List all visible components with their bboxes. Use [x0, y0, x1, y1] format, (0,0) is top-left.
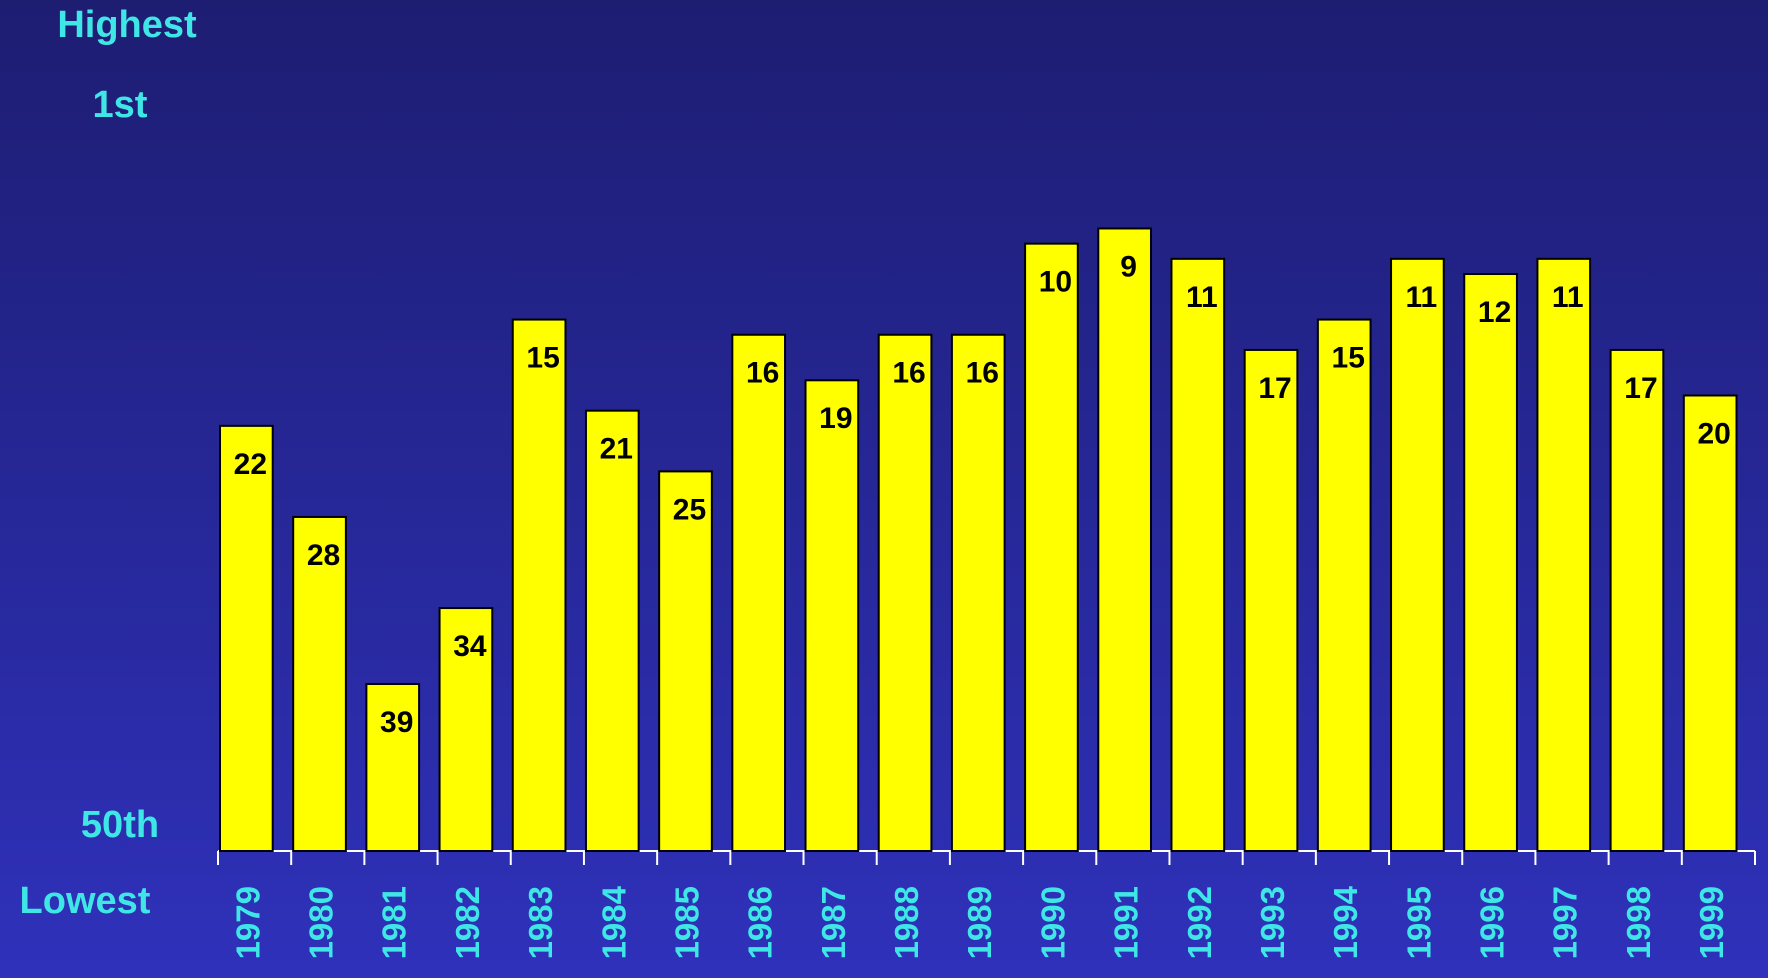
x-tick-label: 1991: [1108, 886, 1145, 959]
bottom-annotation: Lowest: [20, 880, 151, 922]
value-label: 17: [1624, 372, 1657, 405]
x-tick-label: 1990: [1034, 886, 1071, 959]
value-label: 34: [453, 630, 487, 663]
value-label: 9: [1120, 250, 1137, 283]
value-label: 11: [1552, 281, 1584, 314]
bar: [1463, 273, 1518, 853]
bar: [731, 333, 787, 852]
bar: [292, 515, 347, 852]
value-label: 20: [1697, 417, 1730, 450]
bar: [804, 379, 860, 852]
x-tick-label: 1986: [742, 886, 779, 959]
x-tick-label: 1984: [595, 885, 632, 959]
x-tick-label: 1998: [1620, 886, 1657, 959]
x-tick-label: 1982: [449, 886, 486, 959]
value-label: 28: [307, 539, 340, 572]
x-tick-label: 1994: [1327, 885, 1364, 959]
x-tick-label: 1989: [961, 886, 998, 959]
value-label: 15: [526, 341, 559, 374]
value-label: 15: [1332, 341, 1365, 374]
bar: [584, 409, 640, 852]
x-tick-label: 1992: [1181, 886, 1218, 959]
value-label: 12: [1478, 296, 1511, 329]
x-tick-label: 1997: [1547, 886, 1584, 959]
value-label: 16: [746, 357, 779, 390]
value-label: 17: [1258, 372, 1291, 405]
bar: [877, 333, 933, 852]
bar: [1390, 257, 1445, 852]
x-tick-label: 1980: [303, 886, 340, 959]
value-label: 25: [673, 493, 706, 526]
bar: [950, 333, 1006, 852]
x-tick-label: 1981: [376, 886, 413, 959]
bar: [1024, 242, 1079, 852]
bar: [1097, 227, 1152, 853]
value-label: 39: [380, 706, 413, 739]
bar: [658, 470, 713, 852]
x-tick-label: 1996: [1474, 886, 1511, 959]
x-tick-label: 1999: [1693, 886, 1730, 959]
bar: [1536, 257, 1592, 852]
value-label: 16: [892, 357, 925, 390]
x-tick-label: 1987: [815, 886, 852, 959]
value-label: 19: [819, 402, 852, 435]
bar: [1243, 348, 1299, 852]
x-tick-label: 1983: [522, 886, 559, 959]
y-tick-label: 50th: [81, 804, 159, 846]
value-label: 21: [600, 433, 633, 466]
bar: [365, 682, 421, 853]
bar: [438, 607, 494, 852]
value-label: 22: [234, 448, 267, 481]
value-label: 11: [1406, 281, 1438, 314]
value-label: 16: [966, 357, 999, 390]
bar: [1316, 318, 1372, 853]
x-tick-label: 1979: [229, 886, 266, 959]
value-label: 10: [1039, 266, 1072, 299]
bar: [511, 318, 567, 853]
y-tick-label: 1st: [93, 84, 148, 126]
x-tick-label: 1993: [1254, 886, 1291, 959]
bar: [1609, 348, 1665, 852]
bar: [219, 424, 274, 852]
x-tick-label: 1995: [1400, 886, 1437, 959]
value-label: 11: [1186, 281, 1218, 314]
top-annotation: Highest: [57, 4, 197, 46]
x-tick-label: 1988: [888, 886, 925, 959]
bar: [1170, 257, 1226, 852]
bar: [1682, 394, 1738, 852]
x-tick-label: 1985: [668, 886, 705, 959]
